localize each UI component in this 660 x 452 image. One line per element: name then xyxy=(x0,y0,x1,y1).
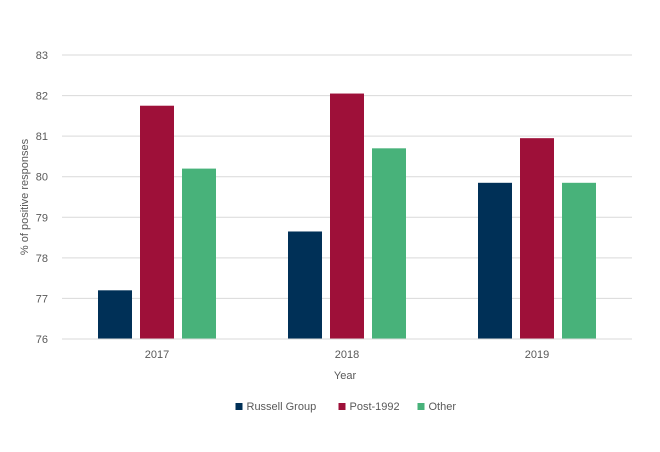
x-tick-label: 2018 xyxy=(335,349,359,361)
legend-swatch-other xyxy=(417,403,425,410)
bar-other-2018 xyxy=(372,148,406,339)
legend-label-russell-group: Russell Group xyxy=(247,401,317,413)
bars xyxy=(98,93,596,340)
bar-russell-group-2019 xyxy=(478,182,512,339)
x-tick-label: 2019 xyxy=(525,349,549,361)
bar-other-2019 xyxy=(562,182,596,339)
y-tick-label: 81 xyxy=(36,131,48,143)
legend-label-other: Other xyxy=(429,401,457,413)
x-tick-label: 2017 xyxy=(145,349,169,361)
legend: Russell Group Post-1992 Other xyxy=(235,401,457,413)
y-tick-label: 78 xyxy=(36,253,48,265)
y-tick-label: 83 xyxy=(36,50,48,62)
y-tick-label: 80 xyxy=(36,172,48,184)
bar-russell-group-2018 xyxy=(288,231,322,339)
y-tick-label: 77 xyxy=(36,293,48,305)
legend-label-post-1992: Post-1992 xyxy=(350,401,400,413)
y-axis-ticks: 76 77 78 79 80 81 82 83 xyxy=(36,50,48,346)
y-tick-label: 76 xyxy=(36,334,48,346)
legend-swatch-russell-group xyxy=(235,403,243,410)
bar-post-1992-2018 xyxy=(330,93,364,340)
y-tick-label: 82 xyxy=(36,91,48,103)
y-axis-title: % of positive responses xyxy=(19,138,31,255)
y-tick-label: 79 xyxy=(36,212,48,224)
bar-post-1992-2017 xyxy=(140,105,174,339)
legend-swatch-post-1992 xyxy=(338,403,346,410)
x-axis-ticks: 2017 2018 2019 xyxy=(145,349,549,361)
bar-post-1992-2019 xyxy=(520,138,554,339)
bar-other-2017 xyxy=(182,168,216,339)
bar-russell-group-2017 xyxy=(98,290,132,339)
x-axis-title: Year xyxy=(334,370,357,382)
